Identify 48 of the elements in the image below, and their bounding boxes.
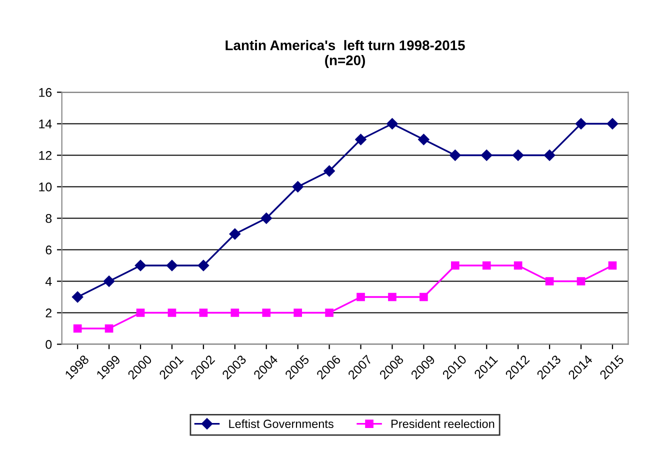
point (482, 261, 491, 270)
y-tick-label: 4 (45, 277, 52, 286)
point (262, 308, 271, 317)
point (166, 260, 178, 272)
point (388, 292, 396, 302)
point (230, 308, 240, 317)
point (198, 260, 210, 272)
point (420, 292, 428, 302)
point (575, 118, 587, 130)
point (72, 291, 84, 303)
point (450, 150, 461, 161)
point (136, 308, 145, 317)
point (355, 134, 366, 146)
point (199, 308, 208, 317)
point (294, 308, 302, 317)
point (545, 277, 554, 286)
point (103, 276, 115, 287)
point (608, 261, 617, 270)
point (514, 261, 522, 270)
point (229, 228, 241, 240)
point (168, 308, 176, 317)
point (73, 324, 82, 333)
point (356, 292, 365, 302)
legend-label: Leftist Governments (229, 419, 334, 428)
point (481, 150, 492, 161)
y-tick-label: 10 (39, 182, 52, 192)
chart-title: Lantin America's left turn 1998-2015 (n=20) (226, 40, 465, 68)
y-tick-label: 0 (46, 340, 52, 349)
point (576, 277, 586, 286)
point (292, 181, 304, 192)
point (324, 165, 335, 177)
point (134, 260, 146, 272)
legend-label: President reelection (392, 419, 494, 428)
point (260, 212, 272, 224)
y-tick-label: 2 (46, 308, 52, 318)
point (606, 118, 618, 130)
y-tick-label: 16 (39, 88, 52, 97)
point (418, 134, 430, 146)
point (450, 261, 460, 270)
y-tick-label: 14 (39, 120, 52, 128)
point (325, 308, 334, 317)
y-tick-label: 8 (46, 214, 52, 223)
point (512, 150, 524, 161)
y-tick-label: 12 (39, 151, 52, 160)
y-tick-label: 6 (46, 246, 52, 254)
point (386, 118, 398, 130)
point (544, 150, 556, 161)
point (104, 324, 114, 333)
